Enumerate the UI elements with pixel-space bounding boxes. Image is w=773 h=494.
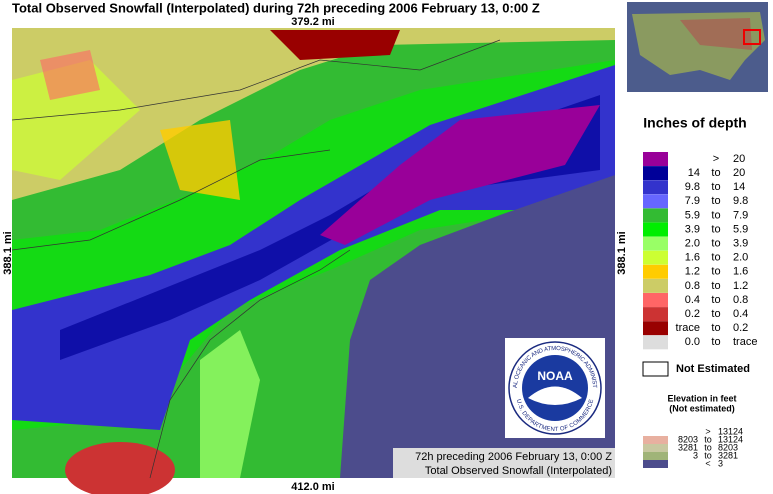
legend-swatch [643,250,668,265]
legend-high: 5.9 [733,223,748,235]
map [11,28,615,494]
scale-bottom: 412.0 mi [291,481,334,493]
legend-sep: to [711,266,720,278]
legend-high: 20 [733,167,745,179]
legend-sep: to [711,181,720,193]
legend-sep: to [711,223,720,235]
legend-high: 2.0 [733,252,748,264]
elevation-title: Elevation in feet [667,393,736,403]
legend-sep: > [713,153,719,165]
legend-high: 13124 [718,426,743,436]
legend-low: 0.8 [685,280,700,292]
legend-sep: to [711,238,720,250]
legend-swatch [643,278,668,293]
caption-line: 72h preceding 2006 February 13, 0:00 Z [415,451,612,463]
legend-high: 0.4 [733,308,748,320]
legend-swatch [643,194,668,209]
legend-low: 0.0 [685,336,700,348]
legend-high: 1.2 [733,280,748,292]
legend-low: 1.6 [685,252,700,264]
caption-line: Total Observed Snowfall (Interpolated) [425,465,612,477]
legend-low: 2.0 [685,238,700,250]
legend-high: 7.9 [733,209,748,221]
legend-low: 1.2 [685,266,700,278]
legend-high: 1.6 [733,266,748,278]
legend-swatch [643,264,668,279]
legend-sep: to [704,434,712,444]
legend-swatch [643,166,668,181]
legend-sep: to [711,308,720,320]
legend-swatch [643,208,668,223]
legend-high: 20 [733,153,745,165]
legend-swatch [643,428,668,436]
legend-high: 13124 [718,434,743,444]
legend-sep: to [711,209,720,221]
legend-swatch [643,335,668,350]
legend-swatch [643,236,668,251]
legend-low: 3 [693,450,698,460]
legend-low: 3281 [678,442,698,452]
legend-sep: to [711,195,720,207]
legend-sep: to [711,336,720,348]
legend-sep: to [711,280,720,292]
legend-high: 3 [718,458,723,468]
legend-high: 0.2 [733,322,748,334]
scale-left: 388.1 mi [2,231,14,274]
legend-high: trace [733,336,757,348]
legend-low: 7.9 [685,195,700,207]
legend-sep: > [705,426,710,436]
legend-swatch [643,222,668,237]
legend-sep: to [711,167,720,179]
legend-swatch [643,307,668,322]
legend-sep: to [704,442,712,452]
elevation-subtitle: (Not estimated) [669,403,735,413]
legend-high: 8203 [718,442,738,452]
legend-sep: to [711,322,720,334]
logo-center: NOAA [537,369,573,383]
inset-map [627,2,768,92]
scale-right: 388.1 mi [616,231,628,274]
legend-high: 3281 [718,450,738,460]
legend-low: 5.9 [685,209,700,221]
legend-low: trace [676,322,700,334]
legend-sep: < [705,458,710,468]
legend-high: 9.8 [733,195,748,207]
legend-sep: to [711,252,720,264]
legend-low: 0.2 [685,308,700,320]
legend-swatch [643,321,668,336]
map-title: Total Observed Snowfall (Interpolated) d… [12,0,540,15]
legend-low: 3.9 [685,223,700,235]
not-estimated-swatch [642,361,669,377]
legend-swatch [643,460,668,468]
legend-swatch [643,436,668,444]
legend-sep: to [704,450,712,460]
not-estimated-label: Not Estimated [676,363,750,375]
legend-low: 14 [688,167,700,179]
legend-swatch [643,444,668,452]
legend-swatch [643,180,668,195]
legend-low: 0.4 [685,294,700,306]
scale-top: 379.2 mi [291,16,334,28]
legend-swatch [643,152,668,166]
legend-high: 0.8 [733,294,748,306]
caption-box [393,448,615,478]
legend-low: 8203 [678,434,698,444]
legend-sep: to [711,294,720,306]
legend-title: Inches of depth [643,115,746,131]
legend-high: 3.9 [733,238,748,250]
legend-low: 9.8 [685,181,700,193]
legend-swatch [643,452,668,460]
legend-high: 14 [733,181,745,193]
legend-swatch [643,293,668,307]
